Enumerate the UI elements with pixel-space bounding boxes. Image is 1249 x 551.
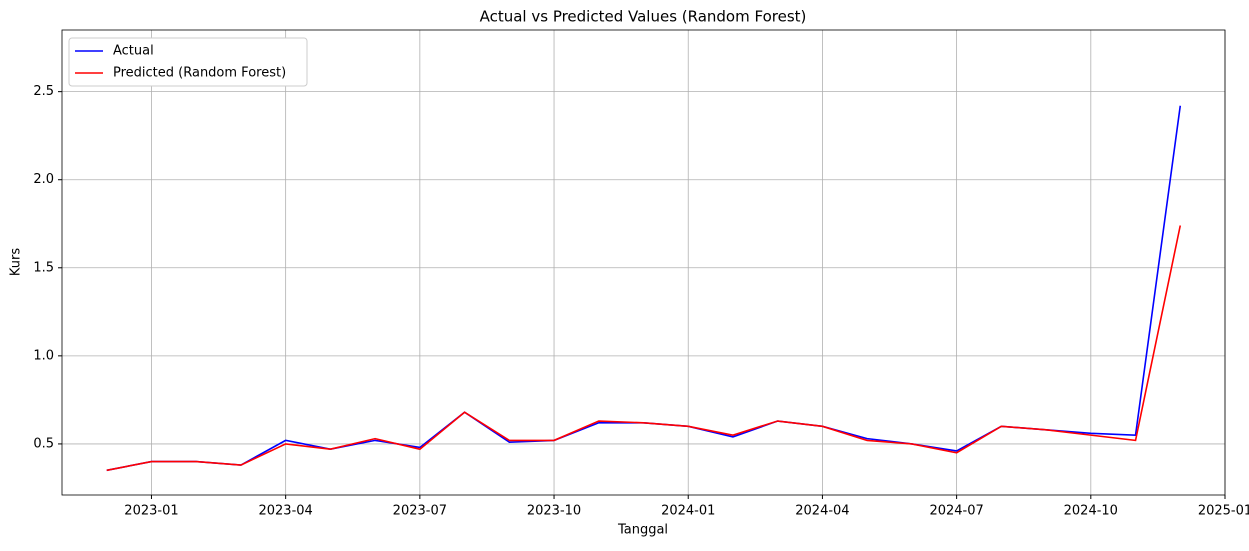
x-tick-label: 2024-10 xyxy=(1064,504,1118,519)
plot-frame xyxy=(61,29,1226,496)
x-tick-label: 2024-01 xyxy=(661,504,715,519)
y-tick-label: 2.0 xyxy=(33,172,54,187)
y-axis-label: Kurs xyxy=(9,248,24,276)
x-tick-label: 2025-01 xyxy=(1198,504,1249,519)
chart-title: Actual vs Predicted Values (Random Fores… xyxy=(480,8,807,26)
y-tick-label: 1.0 xyxy=(33,348,54,363)
data-line xyxy=(106,225,1182,472)
x-tick-label: 2023-07 xyxy=(393,504,447,519)
data-line xyxy=(106,105,1182,472)
x-tick-label: 2023-10 xyxy=(527,504,581,519)
legend-box xyxy=(68,37,308,87)
legend-label: Actual xyxy=(113,44,154,59)
x-tick-label: 2024-04 xyxy=(795,504,849,519)
y-tick-label: 1.5 xyxy=(33,260,54,275)
x-tick-label: 2023-04 xyxy=(258,504,312,519)
y-tick-label: 2.5 xyxy=(33,84,54,99)
x-tick-label: 2024-07 xyxy=(929,504,983,519)
legend-label: Predicted (Random Forest) xyxy=(113,66,286,81)
x-axis-label: Tanggal xyxy=(617,523,668,538)
y-tick-label: 0.5 xyxy=(33,436,54,451)
x-tick-label: 2023-01 xyxy=(124,504,178,519)
